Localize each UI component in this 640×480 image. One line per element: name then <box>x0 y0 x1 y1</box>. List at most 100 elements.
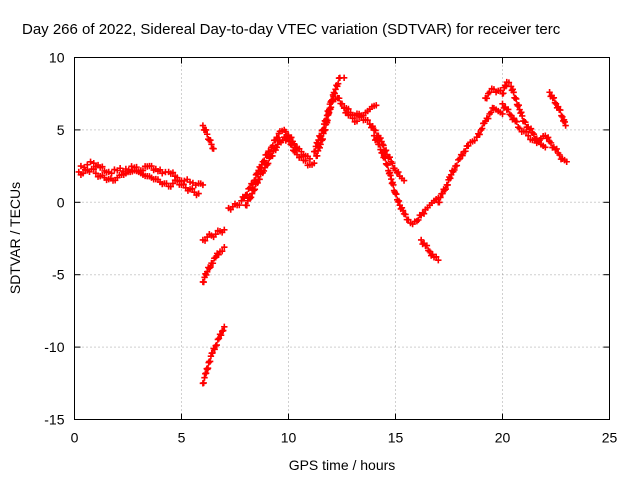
data-point <box>556 151 563 159</box>
data-point <box>369 123 376 130</box>
data-point <box>562 122 569 129</box>
data-point <box>395 168 402 176</box>
data-point <box>485 115 492 122</box>
data-point <box>314 140 321 147</box>
data-point <box>195 190 202 197</box>
data-point <box>254 179 261 187</box>
data-point <box>221 243 228 251</box>
data-point <box>382 155 389 162</box>
data-point <box>251 186 259 193</box>
data-point <box>211 346 218 353</box>
data-point <box>459 152 466 159</box>
data-point <box>200 278 207 286</box>
data-point <box>248 190 256 197</box>
data-point <box>374 136 381 144</box>
data-point <box>250 187 258 194</box>
data-point <box>108 170 115 177</box>
data-point <box>423 242 431 249</box>
data-point <box>561 118 569 126</box>
data-point <box>327 104 335 111</box>
data-point <box>203 131 211 138</box>
series-segment-4 <box>199 226 228 244</box>
data-point <box>453 162 461 169</box>
data-point <box>557 106 564 114</box>
data-point <box>282 128 289 135</box>
data-point <box>84 161 91 168</box>
data-point <box>358 113 365 121</box>
data-point <box>456 155 463 163</box>
data-point <box>80 164 88 171</box>
data-point <box>393 191 400 198</box>
data-point <box>376 141 383 148</box>
data-point <box>483 95 491 102</box>
data-point <box>79 170 87 177</box>
data-point <box>373 102 380 109</box>
data-point <box>133 163 140 171</box>
data-point <box>530 130 538 138</box>
data-point <box>209 260 217 267</box>
data-point <box>220 327 227 334</box>
data-point <box>451 166 458 174</box>
y-tick-label: 0 <box>57 194 65 210</box>
data-point <box>471 137 478 144</box>
data-point <box>302 157 309 164</box>
plot-frame <box>74 57 610 420</box>
data-point <box>514 124 522 131</box>
data-point <box>221 323 228 331</box>
data-point <box>370 132 378 139</box>
data-point <box>437 194 444 201</box>
data-point <box>313 152 321 160</box>
series-segment-13 <box>417 236 442 264</box>
data-point <box>200 379 207 387</box>
data-point <box>500 90 507 97</box>
data-point <box>87 158 94 165</box>
data-point <box>486 89 493 96</box>
series-segment-2 <box>77 158 207 189</box>
data-point <box>340 104 348 112</box>
x-tick-label: 15 <box>388 430 404 446</box>
data-point <box>439 190 446 197</box>
data-point <box>558 112 565 119</box>
series-segment-16 <box>499 100 570 165</box>
data-point <box>201 374 208 381</box>
data-point <box>273 144 280 151</box>
data-point <box>338 100 346 108</box>
data-point <box>487 109 495 116</box>
data-point <box>203 271 210 279</box>
data-point <box>447 175 454 182</box>
data-point <box>524 132 532 139</box>
data-point <box>379 149 386 157</box>
data-point <box>512 95 520 103</box>
data-point <box>420 210 428 217</box>
data-point <box>546 89 553 96</box>
data-point <box>288 134 295 141</box>
data-point <box>527 125 535 132</box>
data-point <box>347 111 354 118</box>
data-point <box>377 134 384 142</box>
series-segment-3 <box>199 122 217 152</box>
data-point <box>206 265 213 272</box>
data-point <box>92 170 100 177</box>
data-point <box>432 253 440 260</box>
data-point <box>349 115 356 122</box>
data-point <box>221 226 228 234</box>
data-point <box>207 353 215 360</box>
data-point <box>204 364 212 372</box>
data-point <box>203 268 211 276</box>
data-point <box>499 110 506 118</box>
data-point <box>436 199 443 206</box>
data-point <box>207 137 214 144</box>
data-point <box>394 198 402 206</box>
data-point <box>377 146 384 153</box>
data-point <box>292 147 299 154</box>
data-point <box>156 166 164 173</box>
data-point <box>390 181 397 189</box>
data-point <box>269 152 276 160</box>
data-point <box>199 122 207 129</box>
data-point <box>476 131 483 138</box>
data-point <box>386 153 393 161</box>
data-point <box>515 102 522 109</box>
data-point <box>199 181 207 189</box>
data-point <box>462 148 469 155</box>
data-point <box>316 144 323 151</box>
